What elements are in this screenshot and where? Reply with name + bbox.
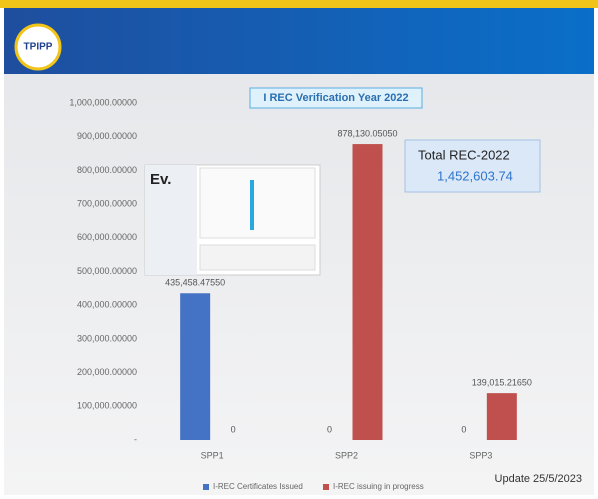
- data-label: 435,458.47550: [165, 278, 225, 288]
- y-tick-label: 100,000.00000: [77, 401, 137, 411]
- bar: [486, 393, 517, 440]
- header-band: [4, 8, 594, 74]
- total-box: [404, 139, 541, 193]
- chart-title: I REC Verification Year 2022: [263, 92, 408, 104]
- inset-screenshot: Ev.: [144, 164, 321, 276]
- legend-label: I-REC Certificates Issued: [213, 482, 303, 491]
- inset-bar: [250, 180, 254, 230]
- bar: [352, 144, 383, 440]
- y-tick-label: 500,000.00000: [77, 266, 137, 276]
- data-label: 878,130.05050: [337, 128, 397, 138]
- total-label: Total REC-2022: [418, 147, 510, 162]
- bar: [180, 293, 211, 440]
- x-tick-label: SPP3: [469, 450, 492, 460]
- total-value: 1,452,603.74: [437, 168, 513, 183]
- inset-label: Ev.: [150, 171, 171, 188]
- title-box: [249, 87, 423, 109]
- y-tick-label: 400,000.00000: [77, 300, 137, 310]
- y-tick-label: 800,000.00000: [77, 165, 137, 175]
- data-label: 0: [461, 424, 466, 434]
- y-tick-label: 300,000.00000: [77, 333, 137, 343]
- top-strip: [0, 0, 598, 8]
- data-label: 139,015.21650: [472, 378, 532, 388]
- logo-text: TPIPP: [24, 42, 53, 53]
- y-tick-label: -: [134, 434, 137, 444]
- x-tick-label: SPP1: [201, 450, 224, 460]
- data-label: 0: [231, 424, 236, 434]
- x-tick-label: SPP2: [335, 450, 358, 460]
- inset-sidebar: [145, 165, 197, 275]
- legend-swatch: [203, 484, 209, 490]
- y-tick-label: 200,000.00000: [77, 367, 137, 377]
- y-tick-label: 900,000.00000: [77, 131, 137, 141]
- update-note: Update 25/5/2023: [495, 473, 582, 485]
- logo: [14, 23, 62, 71]
- inset-panel: [199, 244, 316, 271]
- legend-label: I-REC issuing in progress: [333, 482, 424, 491]
- data-label: 0: [327, 424, 332, 434]
- y-tick-label: 700,000.00000: [77, 198, 137, 208]
- y-tick-label: 1,000,000.00000: [69, 97, 137, 107]
- y-tick-label: 600,000.00000: [77, 232, 137, 242]
- legend-swatch: [323, 484, 329, 490]
- inset-chart: [199, 167, 316, 239]
